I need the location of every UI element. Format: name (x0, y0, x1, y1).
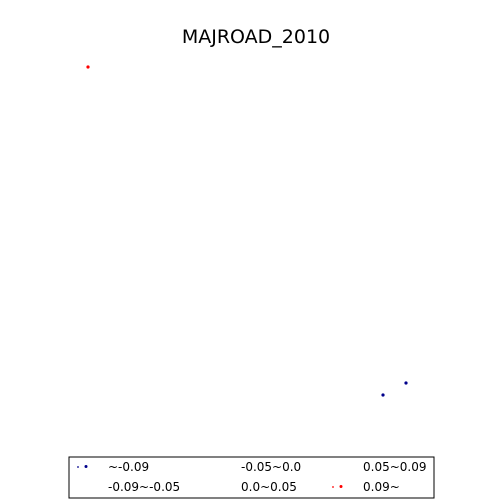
legend-label-3: 0.0~0.05 (241, 480, 297, 494)
legend-label-1: -0.09~-0.05 (108, 480, 180, 494)
legend-entry-5: 0.09~ (332, 480, 400, 494)
legend-marker-dot-large-5 (339, 485, 343, 488)
points-layer (86, 65, 408, 397)
map-point-1 (404, 381, 408, 385)
legend-entry-1: -0.09~-0.05 (108, 480, 180, 494)
legend-marker-dot-small-0 (77, 466, 79, 468)
legend-marker-dot-small-5 (332, 486, 334, 488)
legend-marker-dot-large-0 (84, 465, 88, 468)
legend-entry-2: -0.05~0.0 (241, 460, 301, 474)
legend-marker-5 (332, 485, 343, 488)
legend-entry-3: 0.0~0.05 (241, 480, 297, 494)
map-title: MAJROAD_2010 (182, 26, 330, 48)
legend-entry-4: 0.05~0.09 (363, 460, 427, 474)
legend-label-2: -0.05~0.0 (241, 460, 301, 474)
map-point-2 (381, 393, 385, 397)
legend-label-0: ~-0.09 (108, 460, 149, 474)
legend-marker-0 (77, 465, 88, 468)
legend-frame (68, 456, 435, 499)
map-point-0 (86, 65, 90, 69)
legend-entry-0: ~-0.09 (77, 460, 149, 474)
legend-label-4: 0.05~0.09 (363, 460, 427, 474)
legend-label-5: 0.09~ (363, 480, 400, 494)
legend: ~-0.09 -0.09~-0.05 -0.05~0.0 0.0~0.05 0.… (68, 456, 435, 499)
